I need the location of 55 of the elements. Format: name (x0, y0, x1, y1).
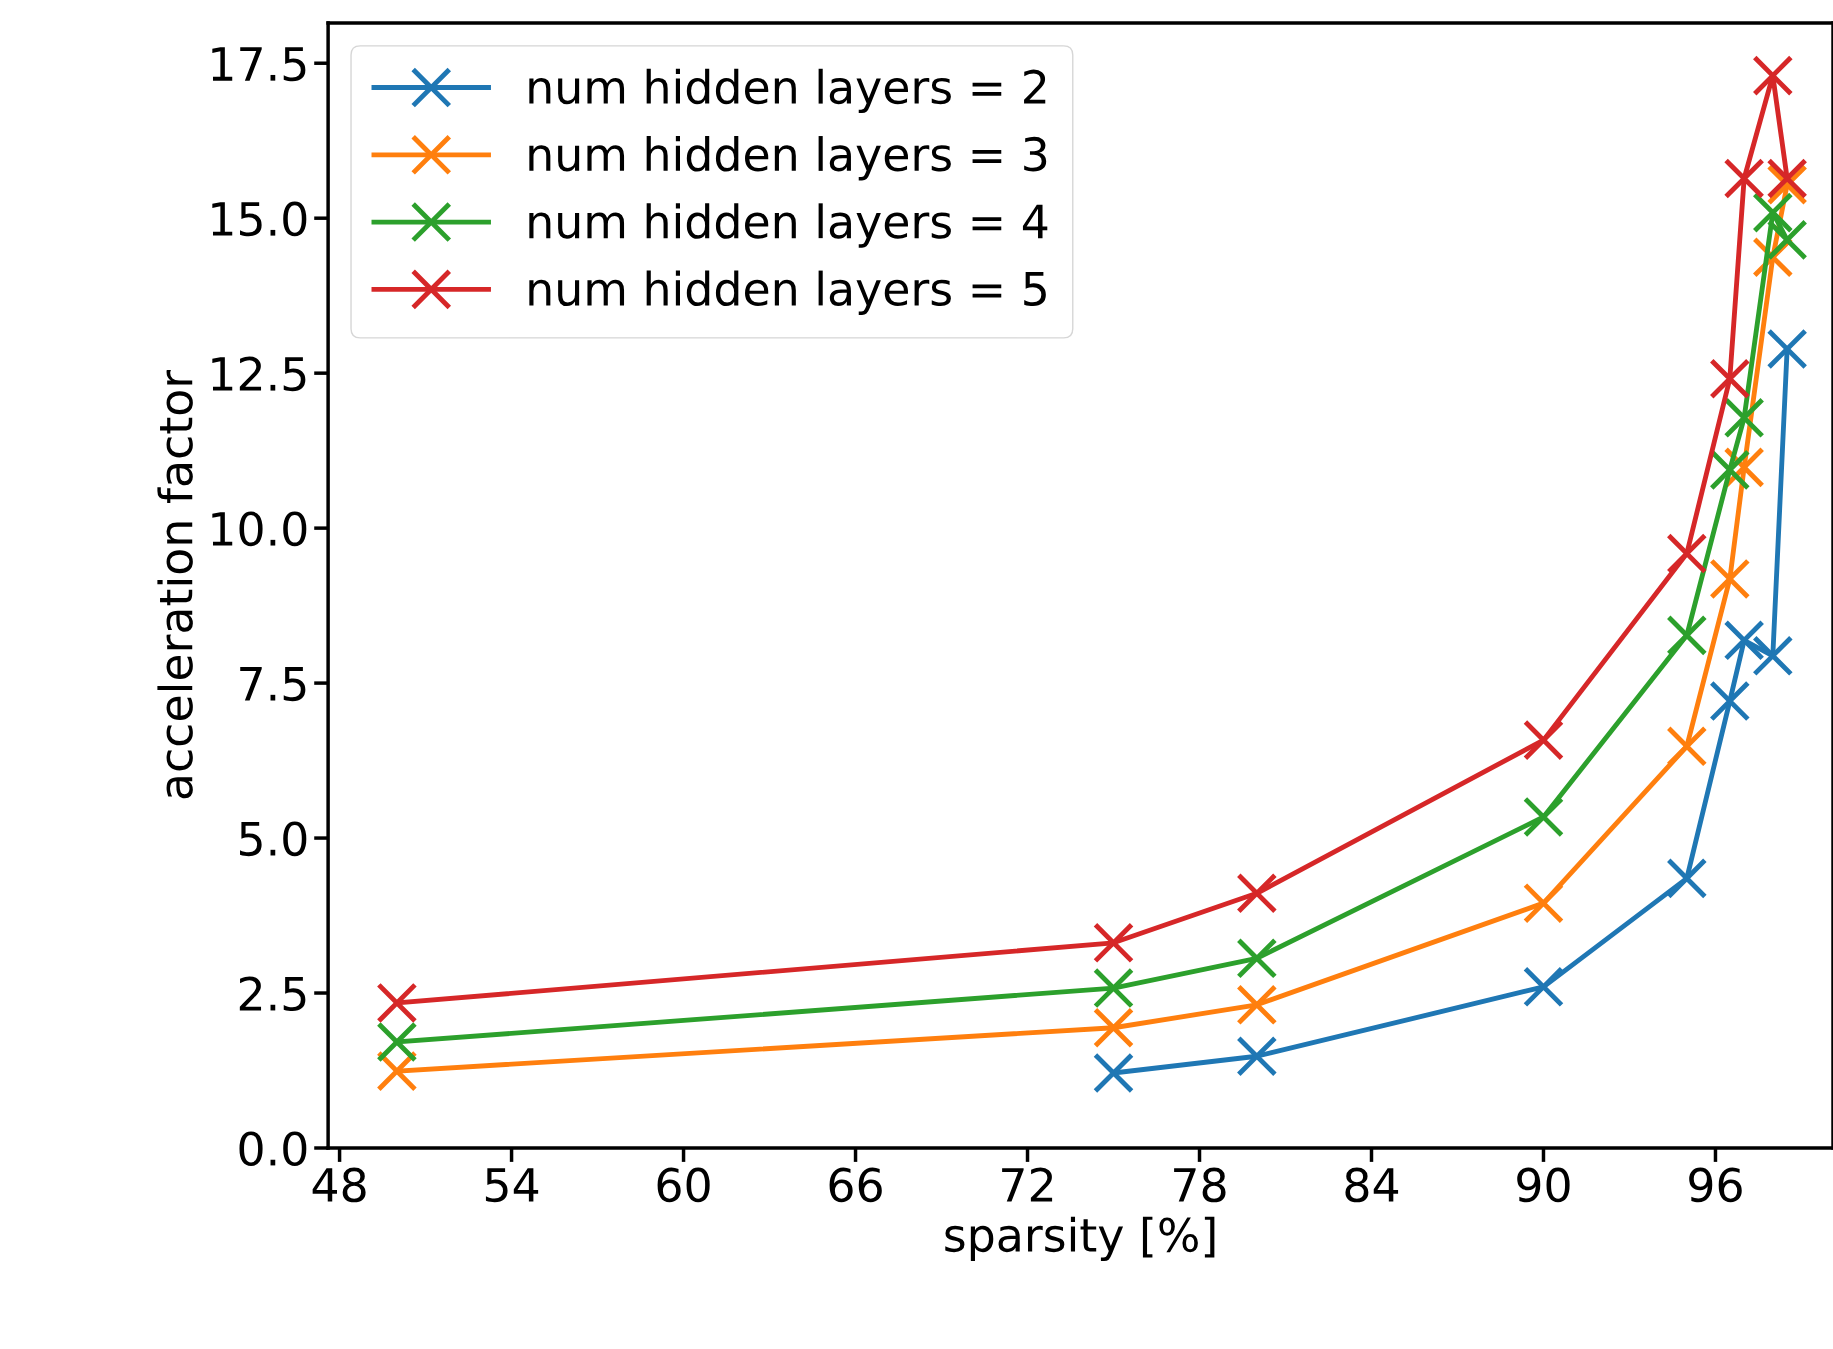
x-tick-label: 54 (485, 1168, 539, 1203)
point (376, 1021, 418, 1063)
point (1093, 967, 1134, 1009)
point (1236, 984, 1278, 1026)
point (1709, 358, 1751, 400)
legend-label: num hidden layers = 4 (529, 203, 1048, 248)
y-tick-label: 17.5 (212, 47, 306, 82)
x-tick-label: 66 (829, 1167, 882, 1203)
point (1236, 1035, 1278, 1077)
point (1723, 158, 1765, 200)
y-tick-label: 15.0 (212, 201, 307, 237)
y-tick-label: 2.5 (239, 976, 306, 1012)
y-axis-title: acceleration factor (157, 369, 193, 799)
point (1093, 922, 1134, 964)
point (1752, 192, 1794, 234)
x-tick-label: 90 (1517, 1167, 1570, 1203)
y-tick-label: 5.0 (240, 821, 307, 857)
point (1236, 872, 1278, 914)
point (1766, 158, 1808, 200)
point (376, 982, 418, 1024)
x-tick-label: 96 (1689, 1167, 1742, 1203)
point (1766, 328, 1808, 370)
point (1709, 449, 1751, 491)
legend-label: num hidden layers = 5 (529, 270, 1046, 315)
point (1523, 882, 1564, 924)
point (1709, 680, 1751, 722)
y-tick-label: 10.0 (212, 511, 307, 547)
point (1523, 966, 1564, 1008)
point (1723, 619, 1765, 661)
y-tick-label: 12.5 (212, 356, 306, 392)
x-tick-label: 60 (657, 1167, 710, 1203)
point (1236, 937, 1278, 979)
x-tick-label: 72 (1002, 1167, 1053, 1202)
point (1709, 558, 1751, 600)
point (1723, 397, 1765, 439)
point (1666, 857, 1708, 899)
point (1666, 533, 1708, 575)
point (1766, 219, 1808, 261)
point (1666, 614, 1708, 656)
point (1766, 164, 1808, 206)
y-tick-label: 7.5 (240, 667, 306, 702)
point (1666, 725, 1708, 767)
y-tick-label: 0.0 (239, 1131, 307, 1167)
x-tick-label: 84 (1345, 1167, 1399, 1203)
legend-label: num hidden layers = 2 (529, 68, 1046, 114)
point (1523, 796, 1564, 838)
legend-label: num hidden layers = 3 (529, 136, 1047, 181)
x-axis-title: sparsity [%] (945, 1216, 1215, 1262)
x-tick-label: 48 (312, 1167, 366, 1203)
point (1093, 1052, 1134, 1094)
point (1752, 55, 1794, 97)
point (1752, 635, 1794, 677)
x-tick-label: 78 (1174, 1167, 1226, 1203)
point (1093, 1007, 1134, 1049)
point (1523, 719, 1564, 761)
